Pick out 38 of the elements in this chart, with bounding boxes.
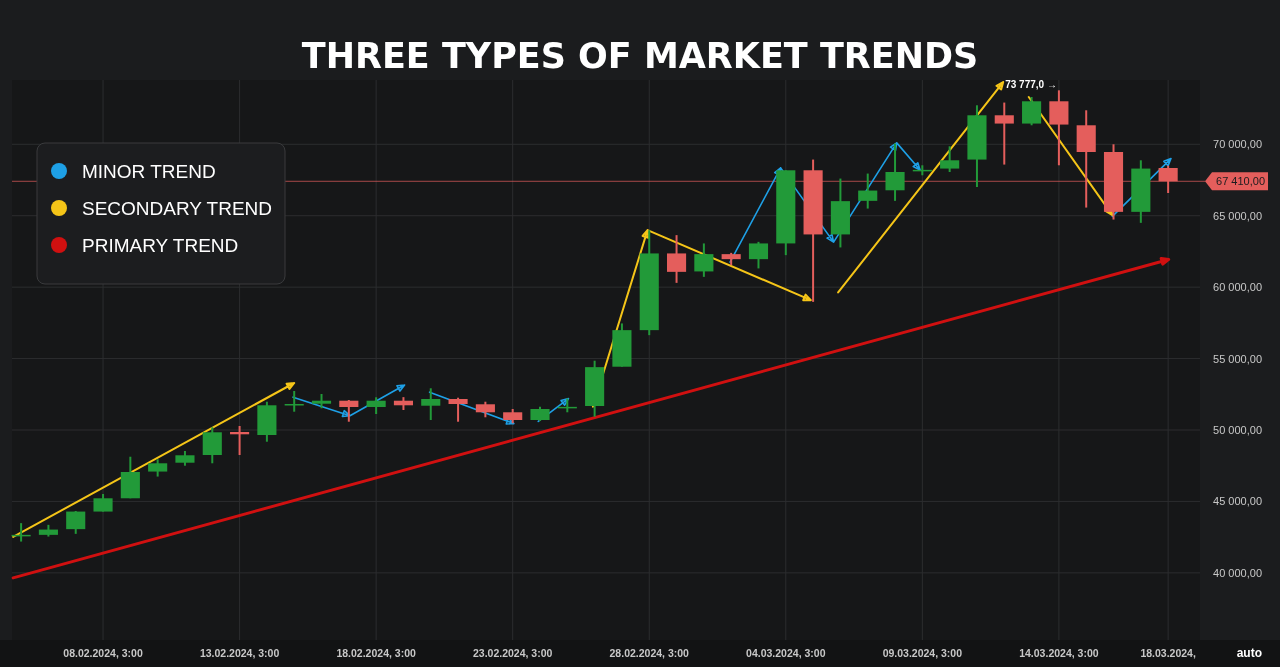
candlestick	[666, 234, 687, 284]
candlestick	[1022, 96, 1042, 127]
x-tick-label: 18.03.2024,	[1140, 647, 1196, 659]
y-tick-label: 50 000,00	[1213, 424, 1262, 436]
candlestick	[1049, 89, 1069, 167]
candlestick	[885, 142, 905, 202]
x-tick-label: 14.03.2024, 3:00	[1019, 647, 1099, 659]
annotation: 73 777,0 →	[1005, 79, 1057, 91]
ref-line-label: 67 410,00	[1216, 175, 1265, 188]
x-tick-label: 13.02.2024, 3:00	[199, 647, 280, 659]
x-tick-label: 04.03.2024, 3:00	[746, 647, 826, 659]
candlestick	[421, 387, 441, 421]
y-tick-label: 70 000,00	[1213, 138, 1262, 151]
candlestick	[940, 145, 960, 173]
candlestick	[858, 172, 878, 210]
legend-label: MINOR TREND	[82, 161, 216, 182]
x-tick-label: 28.02.2024, 3:00	[609, 647, 690, 659]
candlestick	[202, 426, 222, 465]
candlestick	[748, 240, 769, 270]
legend-label: PRIMARY TREND	[82, 235, 239, 256]
chart-title: THREE TYPES OF MARKET TRENDS	[301, 36, 979, 76]
y-tick-label: 40 000,00	[1213, 566, 1262, 579]
candlestick	[448, 396, 468, 423]
candlestick	[994, 101, 1014, 166]
y-tick-label: 65 000,00	[1213, 209, 1262, 222]
candlestick	[284, 390, 304, 413]
x-tick-label: 09.03.2024, 3:00	[882, 647, 963, 659]
x-tick-label: 23.02.2024, 3:00	[472, 647, 553, 659]
candlestick	[66, 510, 86, 535]
x-tick-label: 18.02.2024, 3:00	[336, 647, 416, 659]
x-tick-label: 08.02.2024, 3:00	[63, 647, 143, 659]
y-tick-label: 55 000,00	[1213, 352, 1262, 365]
y-tick-label: 60 000,00	[1213, 281, 1262, 294]
legend-label: SECONDARY TREND	[82, 198, 273, 219]
candlestick	[694, 242, 714, 278]
text: auto	[1236, 646, 1262, 660]
candlestick	[339, 399, 359, 423]
y-tick-label: 45 000,00	[1213, 495, 1262, 508]
